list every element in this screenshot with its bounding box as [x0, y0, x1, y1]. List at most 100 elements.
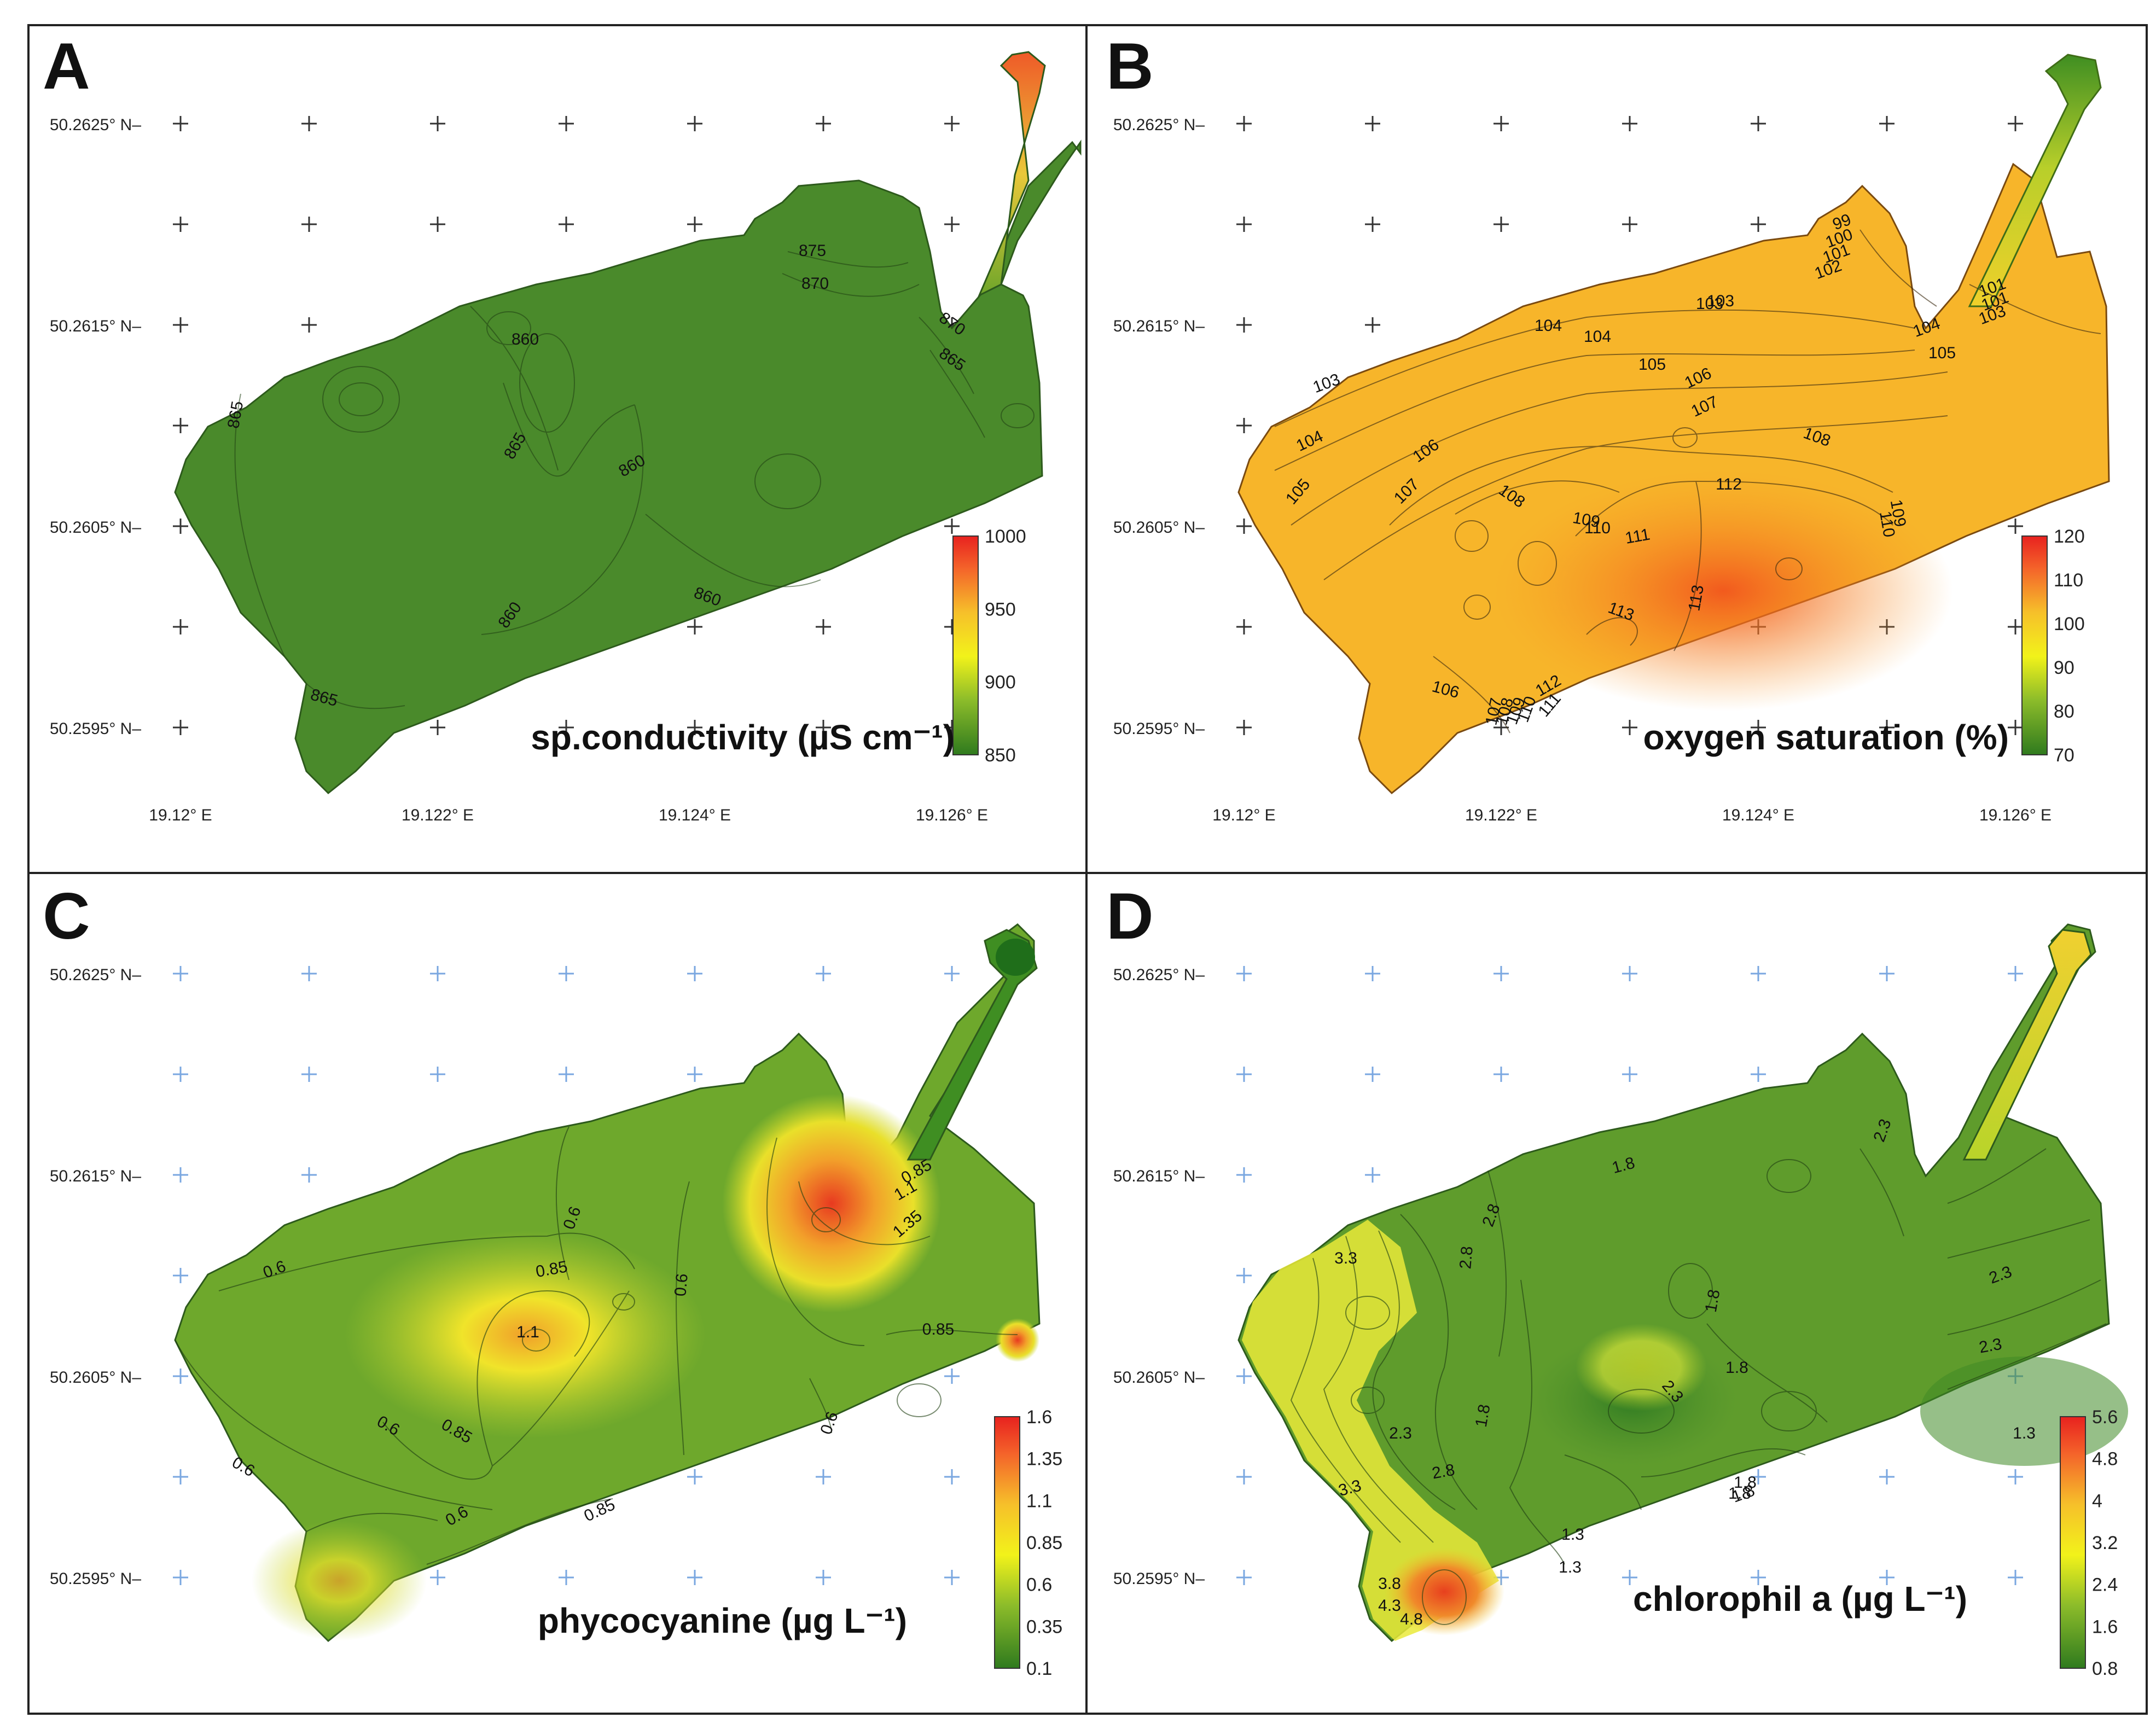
contour-label: 111 — [1624, 525, 1652, 547]
grid-cross — [687, 1469, 702, 1484]
contour-label: 2.8 — [1456, 1245, 1477, 1270]
grid-cross — [816, 1469, 831, 1484]
colorbar — [952, 535, 979, 755]
grid-cross — [1622, 217, 1637, 232]
colorbar-tick-label: 1.1 — [1026, 1491, 1052, 1511]
contour-label: 0.85 — [922, 1320, 954, 1338]
grid-cross — [1751, 1469, 1766, 1484]
colorbar-tick-label: 0.8 — [2092, 1658, 2118, 1679]
inlet — [1968, 54, 2102, 307]
longitude-label: 19.122° E — [1465, 806, 1537, 824]
panel-letter: B — [1106, 30, 1154, 103]
contour-label: 2.8 — [1431, 1461, 1456, 1483]
panel-a: A 50.2625° N– 50.2615° N– 50.2605° N– 50.25… — [43, 30, 1082, 824]
contour-label: 2.3 — [1978, 1335, 2003, 1357]
grid-cross — [1236, 1268, 1252, 1283]
grid-cross — [173, 619, 188, 634]
colorbar-tick-label: 1000 — [985, 526, 1026, 547]
grid-cross — [173, 519, 188, 534]
grid-cross — [816, 116, 831, 131]
grid-cross — [430, 217, 445, 232]
grid-cross — [1236, 317, 1252, 333]
contour-label: 1.8 — [1728, 1484, 1751, 1503]
colorbar-tick-label: 3.2 — [2092, 1533, 2118, 1553]
colorbar-tick-label: 100 — [2054, 614, 2085, 634]
grid-cross — [1236, 1570, 1252, 1585]
grid-cross — [944, 1570, 960, 1585]
high-saturation-zone — [1493, 470, 1953, 711]
contour-label: 1.3 — [2013, 1424, 2036, 1442]
grid-cross — [173, 720, 188, 735]
contour-label: 2.3 — [1389, 1424, 1412, 1442]
grid-cross — [1493, 720, 1509, 735]
longitude-label: 19.126° E — [916, 806, 988, 824]
grid-cross — [430, 720, 445, 735]
grid-cross — [1236, 966, 1252, 981]
grid-cross — [816, 966, 831, 981]
grid-cross — [1365, 1167, 1380, 1183]
contour-lines — [1290, 1148, 2107, 1625]
grid-cross — [1236, 418, 1252, 433]
grid-cross — [559, 116, 574, 131]
grid-cross — [2008, 720, 2023, 735]
latitude-label: 50.2605° N– — [50, 519, 141, 537]
grid-cross — [1622, 720, 1637, 735]
grid-cross — [1622, 1570, 1637, 1585]
latitude-label: 50.2615° N– — [50, 1167, 141, 1185]
grid-cross — [1879, 720, 1895, 735]
colorbar-tick-label: 90 — [2054, 657, 2074, 678]
colorbar — [994, 1416, 1020, 1669]
colorbar-tick-label: 850 — [985, 745, 1016, 766]
grid-cross — [173, 116, 188, 131]
contour-label: 1.8 — [1725, 1359, 1748, 1377]
panel-letter: C — [43, 880, 90, 953]
grid-cross — [173, 1469, 188, 1484]
grid-cross — [1751, 217, 1766, 232]
contour-lines — [1274, 229, 2101, 733]
contour-lines — [175, 1126, 1018, 1565]
grid-cross — [1751, 966, 1766, 981]
grid-cross — [1236, 720, 1252, 735]
grid-cross — [559, 966, 574, 981]
colorbar-tick-label: 2.4 — [2092, 1575, 2118, 1596]
lake-outline — [174, 139, 1082, 795]
grid-cross — [1751, 720, 1766, 735]
grid-cross — [1493, 116, 1509, 131]
contour-label: 110 — [1584, 519, 1611, 537]
grid-cross — [2008, 519, 2023, 534]
latitude-labels: 50.2625° N– 50.2615° N– 50.2605° N– 50.2595… — [1113, 966, 1205, 1588]
longitude-label: 19.126° E — [1979, 806, 2052, 824]
grid-cross — [1622, 966, 1637, 981]
grid-cross — [173, 418, 188, 433]
latitude-labels: 50.2625° N– 50.2615° N– 50.2605° N– 50.2595… — [50, 116, 141, 738]
contour-label: 1.8 — [1472, 1403, 1494, 1429]
panel-title: phycocyanine (µg L⁻¹) — [538, 1601, 907, 1640]
latitude-label: 50.2595° N– — [1113, 1570, 1205, 1588]
grid-cross — [1365, 1067, 1380, 1082]
contour-label: 3.3 — [1334, 1249, 1357, 1267]
colorbar-tick-label: 0.6 — [1026, 1575, 1052, 1596]
grid-cross — [1236, 519, 1252, 534]
longitude-label: 19.12° E — [1212, 806, 1275, 824]
latitude-label: 50.2605° N– — [1113, 519, 1205, 537]
grid-cross — [173, 1570, 188, 1585]
contour-label: 875 — [799, 242, 826, 260]
longitude-label: 19.12° E — [149, 806, 212, 824]
colorbar — [2060, 1416, 2086, 1669]
high-concentration-zone — [722, 1094, 941, 1313]
contour-label: 4.3 — [1378, 1597, 1401, 1615]
colorbar-tick-label: 120 — [2054, 526, 2085, 547]
colorbar-ticks: 120 110 100 90 80 70 — [2054, 526, 2085, 766]
grid-cross — [1493, 966, 1509, 981]
panel-letter: A — [43, 30, 90, 103]
grid-cross — [944, 1369, 960, 1384]
contour-label: 0.6 — [671, 1273, 691, 1297]
latitude-label: 50.2625° N– — [1113, 116, 1205, 134]
contour-label: 113 — [1685, 584, 1707, 613]
grid-cross — [2008, 1570, 2023, 1585]
contour-label: 103 — [1696, 295, 1723, 313]
grid-cross — [687, 116, 702, 131]
grid-cross — [944, 519, 960, 534]
longitude-labels: 19.12° E 19.122° E 19.124° E 19.126° E — [1212, 806, 2052, 824]
inlet-pool — [996, 939, 1035, 976]
